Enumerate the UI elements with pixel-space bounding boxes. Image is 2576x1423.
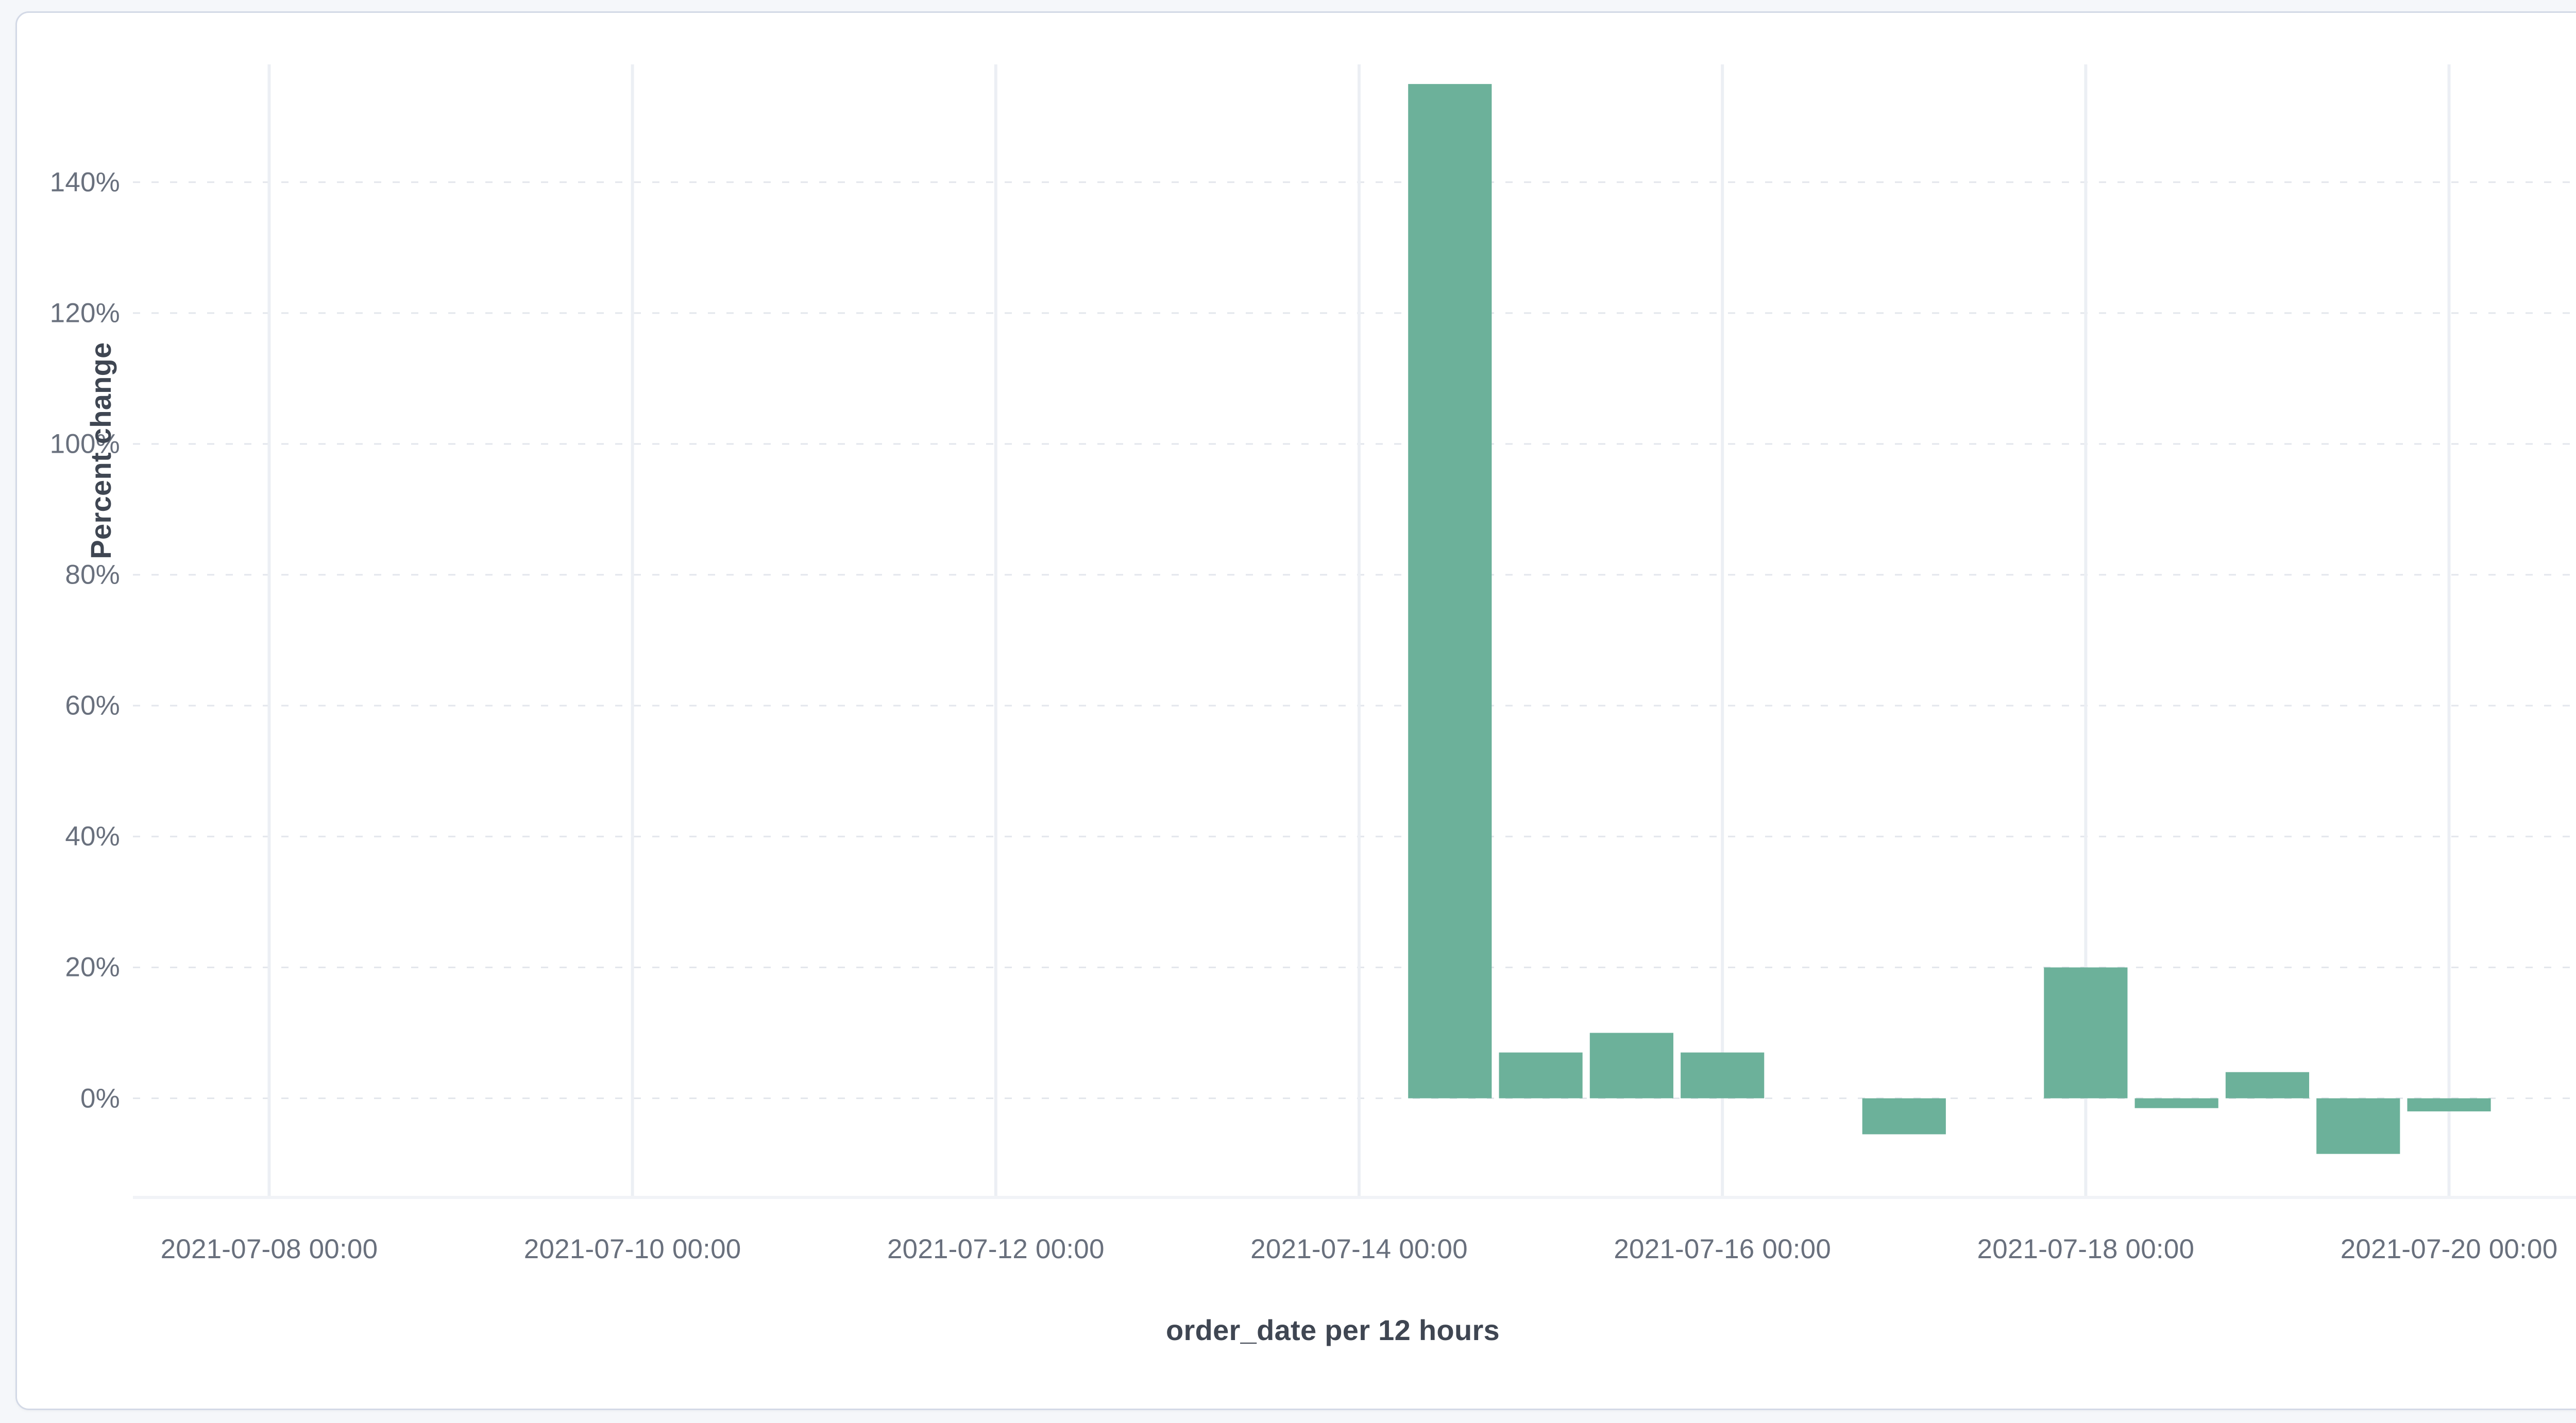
y-axis-tick-label: 140% (49, 167, 120, 198)
y-axis-tick-label: 40% (65, 821, 120, 852)
x-axis-title: order_date per 12 hours (1165, 1314, 1500, 1346)
y-axis-title: Percent change (84, 342, 117, 559)
bar[interactable] (2407, 1098, 2491, 1111)
y-axis-tick-label: 0% (80, 1083, 120, 1114)
bar[interactable] (1499, 1052, 1583, 1099)
y-axis-tick-label: 60% (65, 690, 120, 721)
bar[interactable] (2225, 1072, 2310, 1099)
bar[interactable] (1862, 1098, 1946, 1135)
grid-layer (133, 64, 2576, 1199)
y-axis-tick-label: 100% (49, 428, 120, 459)
x-axis-tick-label: 2021-07-10 00:00 (523, 1234, 741, 1264)
bars-layer (1408, 84, 2491, 1154)
x-axis-tick-label: 2021-07-14 00:00 (1250, 1234, 1468, 1264)
x-axis-tick-label: 2021-07-08 00:00 (160, 1234, 378, 1264)
chart-card: 0% 20% 40% 60% 80% 100% 120% 140% 2021-07-08 00… (15, 11, 2576, 1410)
bar[interactable] (2316, 1098, 2400, 1154)
x-axis-tick-label: 2021-07-18 00:00 (1977, 1234, 2195, 1264)
bar[interactable] (2044, 967, 2128, 1099)
y-axis-tick-label: 20% (65, 952, 120, 983)
bar[interactable] (1408, 84, 1492, 1099)
y-axis-tick-label: 80% (65, 559, 120, 590)
x-axis-tick-label: 2021-07-16 00:00 (1614, 1234, 1832, 1264)
bar[interactable] (2134, 1098, 2218, 1108)
y-axis-tick-label: 120% (49, 298, 120, 329)
x-axis-tick-label: 2021-07-20 00:00 (2340, 1234, 2558, 1264)
bar[interactable] (1589, 1033, 1673, 1099)
bar[interactable] (1681, 1052, 1765, 1099)
x-axis-tick-label: 2021-07-12 00:00 (887, 1234, 1105, 1264)
bar-chart-plot (133, 64, 2576, 1199)
